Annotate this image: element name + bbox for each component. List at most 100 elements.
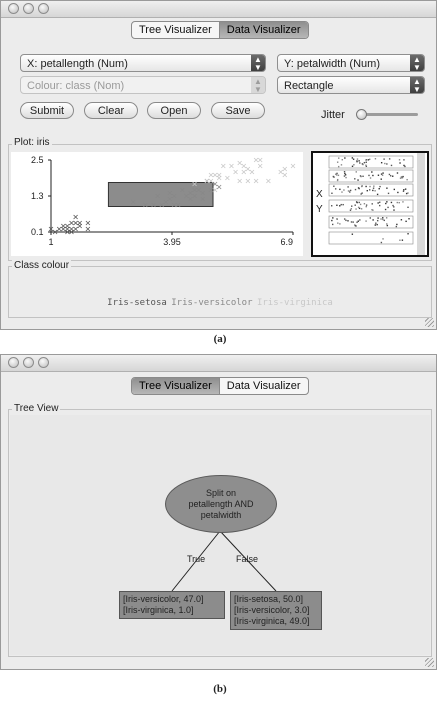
jitter-slider-knob[interactable] bbox=[356, 109, 367, 120]
attribute-bar-dot bbox=[403, 164, 405, 167]
attribute-bar-dot bbox=[386, 201, 388, 203]
attribute-bar-dot bbox=[374, 158, 377, 160]
attribute-bar-dot bbox=[354, 224, 356, 226]
scatter-plot: 2.5 1.3 0.1 1 3.95 6.9 bbox=[31, 155, 296, 247]
edge-label-false: False bbox=[236, 554, 259, 564]
attribute-bar-dot bbox=[336, 179, 339, 182]
view-tabs: Tree Visualizer Data Visualizer bbox=[131, 21, 309, 39]
root-node-line-1: Split on bbox=[205, 487, 236, 498]
tree-view-title: Tree View bbox=[12, 403, 61, 414]
plot-panel bbox=[8, 144, 432, 261]
data-point-iris-setosa bbox=[48, 226, 54, 232]
attribute-bar-dot bbox=[404, 188, 407, 190]
attribute-bar-dot bbox=[354, 178, 356, 180]
attribute-bar[interactable] bbox=[328, 199, 414, 213]
legend-iris-virginica[interactable]: Iris-virginica bbox=[256, 298, 333, 308]
close-window-button[interactable] bbox=[8, 357, 19, 368]
attribute-bar[interactable] bbox=[328, 169, 414, 183]
tab-tree-visualizer[interactable]: Tree Visualizer bbox=[139, 24, 212, 36]
attribute-bar-dot bbox=[356, 158, 359, 160]
attribute-bar-dot bbox=[337, 222, 339, 224]
attribute-bar-dot bbox=[402, 175, 404, 178]
matrix-scrollbar[interactable] bbox=[417, 153, 425, 255]
root-split-node[interactable]: Split on petallength AND petalwidth bbox=[165, 475, 277, 533]
attribute-bar-dot bbox=[337, 174, 340, 177]
data-point-iris-virginica bbox=[257, 163, 263, 169]
attribute-bar-dot bbox=[365, 185, 367, 188]
matrix-y-label: Y bbox=[316, 204, 323, 215]
attribute-bar-dot bbox=[396, 223, 398, 226]
leaf-node-false[interactable]: [Iris-setosa, 50.0] [Iris-versicolor, 3.… bbox=[230, 591, 322, 630]
attribute-bar-dot bbox=[357, 187, 360, 189]
submit-button[interactable]: Submit bbox=[20, 102, 74, 119]
legend-iris-versicolor[interactable]: Iris-versicolor bbox=[171, 298, 253, 308]
edge-true-line bbox=[171, 530, 221, 592]
attribute-bar-dot bbox=[390, 164, 393, 167]
attribute-bar-dot bbox=[398, 159, 401, 161]
attribute-bar-dot bbox=[345, 219, 347, 222]
colour-select[interactable]: Colour: class (Nom) ▲ ▼ bbox=[20, 76, 266, 94]
data-point-iris-setosa bbox=[52, 229, 58, 235]
minimize-window-button[interactable] bbox=[23, 3, 34, 14]
attribute-bar[interactable] bbox=[328, 155, 414, 169]
scatter-plot-area[interactable]: 2.5 1.3 0.1 1 3.95 6.9 bbox=[11, 152, 303, 256]
resize-grip-icon[interactable] bbox=[425, 318, 434, 327]
legend-iris-setosa[interactable]: Iris-setosa bbox=[107, 298, 167, 308]
attribute-bar-dot bbox=[380, 178, 382, 180]
clear-button[interactable]: Clear bbox=[84, 102, 138, 119]
attribute-bar-dot bbox=[393, 188, 396, 191]
data-point-iris-versicolor bbox=[143, 202, 148, 208]
attribute-bar[interactable] bbox=[328, 215, 414, 229]
attribute-bar[interactable] bbox=[328, 183, 414, 197]
attribute-bar-dot bbox=[393, 206, 395, 208]
data-point-iris-versicolor bbox=[171, 193, 177, 199]
data-point-iris-versicolor bbox=[184, 193, 189, 199]
x-axis-select[interactable]: X: petallength (Num) ▲ ▼ bbox=[20, 54, 266, 72]
minimize-window-button[interactable] bbox=[23, 357, 34, 368]
attribute-bar-dot bbox=[395, 225, 398, 228]
y-tick-label: 1.3 bbox=[31, 191, 44, 201]
scatter-matrix-thumbnail[interactable]: X Y bbox=[311, 151, 429, 257]
attribute-bar-dot bbox=[341, 159, 344, 161]
attribute-bar-dot bbox=[350, 208, 353, 210]
attribute-bar-dot bbox=[363, 161, 366, 164]
save-button[interactable]: Save bbox=[211, 102, 265, 119]
jitter-slider-track[interactable] bbox=[358, 113, 418, 116]
attribute-bar-dot bbox=[369, 177, 372, 179]
data-point-iris-virginica bbox=[237, 160, 242, 166]
data-point-iris-virginica bbox=[245, 178, 251, 184]
tree-canvas[interactable]: Split on petallength AND petalwidth True… bbox=[10, 415, 430, 655]
attribute-bar-dot bbox=[344, 157, 346, 159]
data-point-iris-versicolor bbox=[208, 187, 214, 193]
attribute-bar-dot bbox=[331, 223, 334, 226]
y-axis-select[interactable]: Y: petalwidth (Num) ▲ ▼ bbox=[277, 54, 425, 72]
data-point-iris-setosa bbox=[65, 223, 70, 229]
attribute-bar-dot bbox=[405, 192, 408, 195]
tab-data-visualizer[interactable]: Data Visualizer bbox=[218, 378, 308, 394]
attribute-bar-dot bbox=[388, 158, 391, 160]
attribute-bar-dot bbox=[368, 189, 371, 191]
attribute-bar-dot bbox=[372, 209, 374, 211]
zoom-window-button[interactable] bbox=[38, 357, 49, 368]
tab-data-visualizer[interactable]: Data Visualizer bbox=[218, 22, 308, 38]
attribute-bar-dot bbox=[343, 171, 346, 173]
leaf-node-true[interactable]: [Iris-versicolor, 47.0] [Iris-virginica,… bbox=[119, 591, 225, 619]
shape-select[interactable]: Rectangle ▲ ▼ bbox=[277, 76, 425, 94]
data-point-iris-virginica bbox=[266, 178, 271, 184]
open-button[interactable]: Open bbox=[147, 102, 201, 119]
plot-title: Plot: iris bbox=[12, 137, 52, 148]
resize-grip-icon[interactable] bbox=[425, 658, 434, 667]
attribute-bar-dot bbox=[365, 205, 367, 208]
attribute-bar-dot bbox=[336, 161, 339, 163]
attribute-bar[interactable] bbox=[328, 231, 414, 245]
attribute-bar-dot bbox=[354, 204, 356, 206]
close-window-button[interactable] bbox=[8, 3, 19, 14]
tab-tree-visualizer[interactable]: Tree Visualizer bbox=[132, 378, 219, 394]
data-point-iris-virginica bbox=[282, 172, 288, 178]
attribute-bar-dot bbox=[406, 178, 408, 181]
data-point-iris-setosa bbox=[85, 220, 91, 226]
class-legend: Iris-setosa Iris-versicolor Iris-virgini… bbox=[8, 292, 432, 310]
zoom-window-button[interactable] bbox=[38, 3, 49, 14]
data-point-iris-versicolor bbox=[151, 202, 156, 208]
attribute-bar-dot bbox=[380, 218, 382, 220]
